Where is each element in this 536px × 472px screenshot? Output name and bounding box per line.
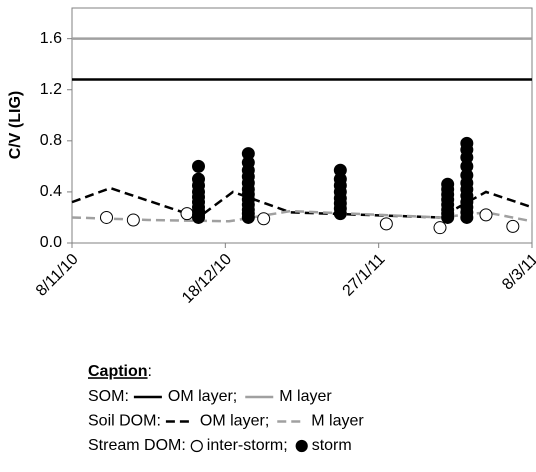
legend-label: M layer bbox=[311, 413, 364, 430]
x-tick-label: 8/11/10 bbox=[33, 251, 82, 300]
y-axis-label: C/V (LIG) bbox=[7, 91, 24, 159]
legend-label: M layer bbox=[279, 388, 332, 405]
y-tick-label: 0.0 bbox=[40, 234, 62, 251]
data-point bbox=[460, 136, 474, 150]
legend-label: OM layer bbox=[168, 388, 234, 405]
legend-symbol bbox=[190, 439, 203, 453]
x-tick-label: 8/3/11 bbox=[499, 251, 536, 294]
data-point bbox=[433, 221, 447, 235]
y-tick-label: 1.2 bbox=[40, 81, 62, 98]
data-point bbox=[333, 163, 347, 177]
legend-separator: ; bbox=[265, 413, 269, 430]
legend-separator: ; bbox=[233, 388, 237, 405]
x-tick-label: 18/12/10 bbox=[179, 251, 235, 307]
y-tick-label: 0.8 bbox=[40, 132, 62, 149]
x-tick-label: 27/1/11 bbox=[340, 251, 389, 300]
series-line bbox=[71, 209, 533, 223]
data-point bbox=[506, 219, 520, 233]
legend-label: OM layer bbox=[200, 413, 266, 430]
plot-area bbox=[71, 7, 533, 244]
legend-title: Caption bbox=[88, 363, 148, 380]
legend-symbol bbox=[295, 439, 308, 453]
data-point bbox=[257, 212, 271, 226]
data-point bbox=[100, 210, 113, 224]
legend-group-label: Stream DOM: bbox=[88, 437, 186, 454]
data-point bbox=[441, 177, 455, 191]
legend-label: inter-storm bbox=[207, 437, 283, 454]
legend-group-label: SOM: bbox=[88, 388, 129, 405]
legend-separator: ; bbox=[283, 437, 287, 454]
data-point bbox=[180, 207, 194, 221]
data-point bbox=[192, 172, 205, 186]
data-point bbox=[192, 159, 205, 173]
data-point bbox=[479, 208, 493, 222]
legend-title-suffix: : bbox=[148, 363, 152, 380]
data-point bbox=[241, 147, 255, 161]
legend-group-label: Soil DOM: bbox=[88, 413, 161, 430]
y-tick-label: 1.6 bbox=[40, 30, 62, 47]
y-tick-label: 0.4 bbox=[40, 183, 62, 200]
legend-label: storm bbox=[312, 437, 352, 454]
series-line bbox=[71, 186, 533, 219]
data-point bbox=[126, 213, 140, 227]
data-point bbox=[379, 217, 393, 231]
